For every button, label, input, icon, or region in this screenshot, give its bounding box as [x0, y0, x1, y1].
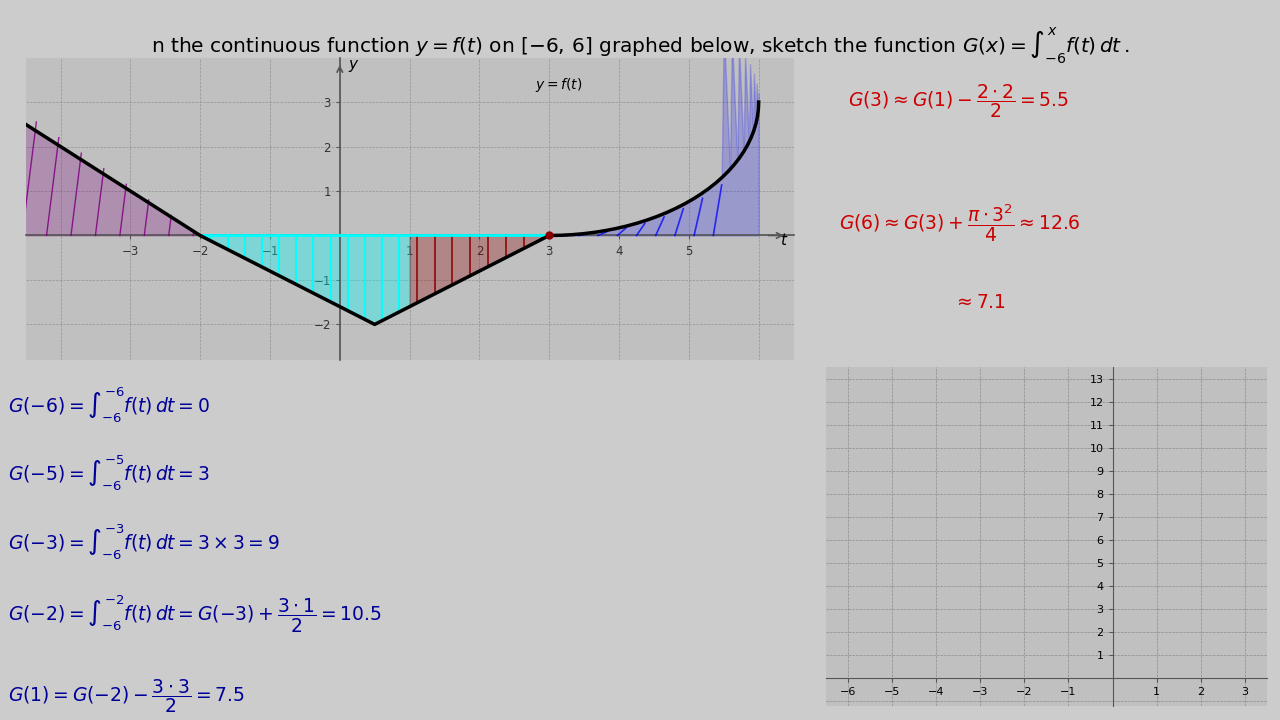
Text: $G(1) = G(-2) - \dfrac{3\cdot 3}{2} = 7.5$: $G(1) = G(-2) - \dfrac{3\cdot 3}{2} = 7.…: [8, 677, 244, 715]
Text: $G(-3) = \int_{-6}^{-3} f(t)\,dt = 3\times 3 = 9$: $G(-3) = \int_{-6}^{-3} f(t)\,dt = 3\tim…: [8, 522, 280, 562]
Text: $G(-6) = \int_{-6}^{-6} f(t)\,dt = 0$: $G(-6) = \int_{-6}^{-6} f(t)\,dt = 0$: [8, 385, 210, 425]
Text: $y$: $y$: [348, 58, 360, 73]
Text: $G(3) \approx G(1) - \dfrac{2\cdot 2}{2} = 5.5$: $G(3) \approx G(1) - \dfrac{2\cdot 2}{2}…: [849, 82, 1069, 120]
Text: $G(6) \approx G(3) + \dfrac{\pi\cdot 3^2}{4} \approx 12.6$: $G(6) \approx G(3) + \dfrac{\pi\cdot 3^2…: [840, 203, 1080, 244]
Text: $G(-2) = \int_{-6}^{-2} f(t)\,dt = G(-3) + \dfrac{3\cdot 1}{2} = 10.5$: $G(-2) = \int_{-6}^{-2} f(t)\,dt = G(-3)…: [8, 594, 381, 635]
Text: $y = f(t)$: $y = f(t)$: [535, 76, 582, 94]
Text: $\approx 7.1$: $\approx 7.1$: [952, 294, 1006, 312]
Text: $G(-5) = \int_{-6}^{-5} f(t)\,dt = 3$: $G(-5) = \int_{-6}^{-5} f(t)\,dt = 3$: [8, 454, 210, 493]
Text: $\text{n the continuous function }y = f(t)\text{ on }[-6,\,6]\text{ graphed belo: $\text{n the continuous function }y = f(…: [151, 25, 1129, 66]
Text: $t$: $t$: [780, 233, 788, 248]
